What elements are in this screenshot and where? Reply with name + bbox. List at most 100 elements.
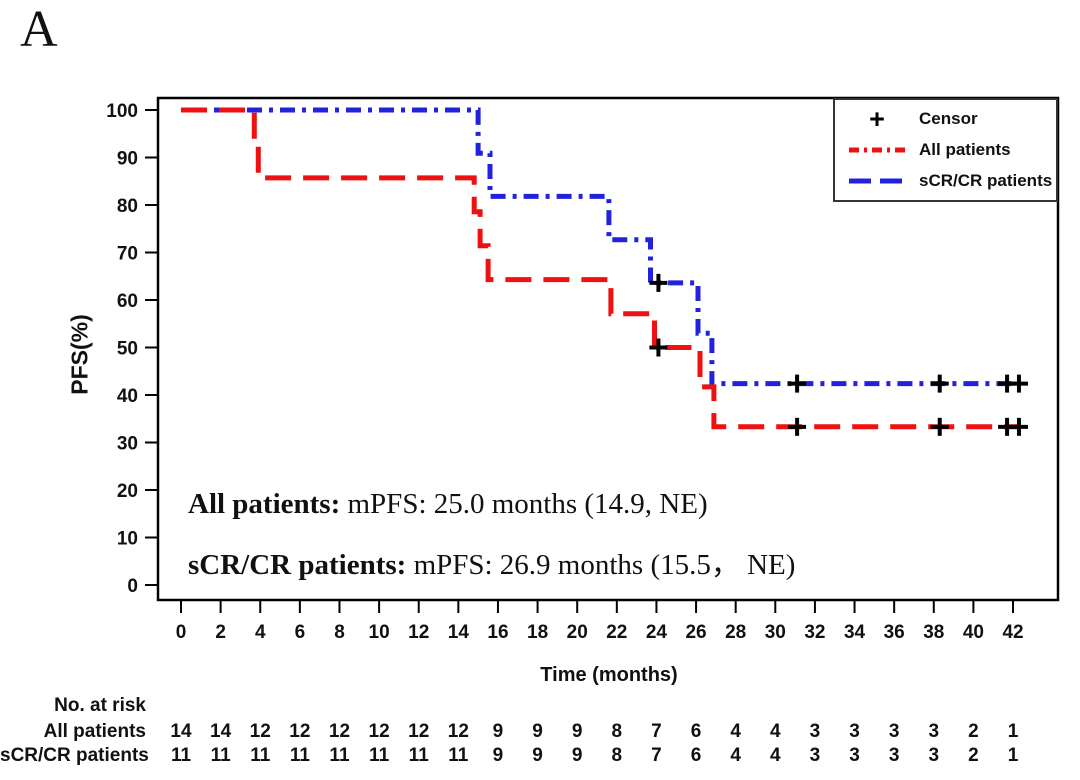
- x-tick-label: 10: [369, 622, 390, 643]
- annotation-scrcr-patients: sCR/CR patients: mPFS: 26.9 months (15.5…: [188, 551, 795, 580]
- x-tick-label: 4: [255, 622, 266, 643]
- censor-mark: [649, 338, 668, 357]
- risk-count: 3: [809, 721, 821, 742]
- risk-count: 11: [250, 745, 271, 766]
- x-tick-label: 16: [487, 622, 508, 643]
- risk-count: 8: [611, 721, 623, 742]
- censor-mark: [788, 374, 807, 393]
- x-tick-label: 20: [567, 622, 588, 643]
- x-tick-label: 24: [646, 622, 668, 643]
- x-tick-label: 28: [725, 622, 746, 643]
- y-tick-label: 10: [117, 529, 138, 550]
- x-tick-label: 18: [527, 622, 548, 643]
- risk-count: 2: [968, 721, 979, 742]
- y-axis-title: PFS(%): [66, 314, 93, 395]
- risk-count: 6: [690, 721, 702, 742]
- y-tick-label: 20: [117, 481, 138, 502]
- risk-row-label-all-patients: All patients: [43, 721, 146, 742]
- y-tick-label: 0: [127, 576, 138, 597]
- curve-all-patients: [181, 107, 1021, 430]
- legend-item-scrcr-patients: sCR/CR patients: [847, 167, 1056, 195]
- y-tick-label: 30: [117, 434, 138, 455]
- legend-item-censor: + Censor: [847, 105, 1056, 133]
- x-tick-label: 30: [765, 622, 786, 643]
- x-tick-label: 0: [176, 622, 187, 643]
- risk-count: 12: [289, 721, 311, 742]
- risk-count: 9: [492, 721, 504, 742]
- y-tick-label: 90: [117, 149, 138, 170]
- curve-scr-cr-patients: [181, 107, 1021, 387]
- risk-count: 1: [1007, 745, 1019, 766]
- legend-label-censor: Censor: [919, 109, 978, 128]
- risk-count: 4: [770, 721, 781, 742]
- legend: + Censor All patients sCR/CR patients: [833, 98, 1058, 202]
- x-axis-title: Time (months): [540, 664, 678, 686]
- x-tick-label: 38: [923, 622, 944, 643]
- annotation-all-patients: All patients: mPFS: 25.0 months (14.9, N…: [188, 490, 708, 519]
- risk-count: 3: [849, 721, 860, 742]
- all-patients-line-icon: [847, 146, 907, 154]
- risk-count: 4: [730, 745, 741, 766]
- risk-count: 3: [888, 721, 900, 742]
- risk-count: 3: [849, 745, 860, 766]
- risk-count: 12: [249, 721, 271, 742]
- x-tick-label: 2: [215, 622, 226, 643]
- risk-count: 11: [329, 745, 350, 766]
- annotation-scrcr-patients-bold: sCR/CR patients:: [188, 549, 407, 581]
- risk-count: 12: [408, 721, 430, 742]
- risk-count: 14: [210, 721, 232, 742]
- risk-table-header: No. at risk: [54, 695, 146, 716]
- risk-count: 9: [532, 745, 543, 766]
- y-tick-label: 70: [117, 244, 138, 265]
- risk-count: 3: [809, 745, 821, 766]
- risk-count: 11: [448, 745, 469, 766]
- x-tick-label: 40: [963, 622, 984, 643]
- censor-plus-icon: +: [869, 104, 885, 134]
- x-tick-label: 8: [334, 622, 345, 643]
- y-tick-label: 60: [117, 291, 138, 312]
- risk-count: 12: [368, 721, 390, 742]
- risk-count: 14: [170, 721, 192, 742]
- risk-count: 2: [968, 745, 979, 766]
- y-tick-label: 50: [117, 339, 138, 360]
- risk-count: 11: [289, 745, 310, 766]
- annotation-all-patients-text: mPFS: 25.0 months (14.9, NE): [340, 488, 708, 520]
- risk-count: 9: [571, 721, 583, 742]
- risk-count: 9: [492, 745, 504, 766]
- annotation-scrcr-patients-text: mPFS: 26.9 months (15.5， NE): [406, 549, 796, 581]
- censor-mark: [930, 374, 949, 393]
- censor-mark: [1009, 374, 1028, 393]
- x-tick-label: 12: [408, 622, 429, 643]
- x-tick-label: 32: [804, 622, 825, 643]
- x-tick-label: 42: [1002, 622, 1023, 643]
- risk-count: 4: [730, 721, 741, 742]
- risk-count: 8: [611, 745, 623, 766]
- x-tick-label: 14: [448, 622, 470, 643]
- annotation-all-patients-bold: All patients:: [188, 488, 341, 520]
- x-tick-label: 34: [844, 622, 866, 643]
- risk-count: 11: [170, 745, 192, 766]
- scrcr-patients-line-icon: [847, 177, 907, 185]
- x-tick-label: 26: [685, 622, 706, 643]
- risk-count: 3: [928, 721, 940, 742]
- risk-count: 11: [408, 745, 429, 766]
- risk-count: 4: [770, 745, 781, 766]
- risk-count: 3: [888, 745, 900, 766]
- risk-count: 11: [369, 745, 390, 766]
- risk-count: 1: [1007, 721, 1019, 742]
- plot-border: [156, 96, 1060, 602]
- legend-label-scrcr-patients: sCR/CR patients: [919, 171, 1053, 190]
- x-tick-label: 6: [295, 622, 306, 643]
- censor-mark: [1009, 417, 1028, 436]
- censor-mark: [788, 417, 807, 436]
- risk-count: 7: [651, 745, 662, 766]
- risk-count: 9: [532, 721, 543, 742]
- risk-count: 12: [447, 721, 469, 742]
- risk-count: 7: [651, 721, 662, 742]
- risk-count: 6: [690, 745, 702, 766]
- risk-row-label-scrcr-patients: sCR/CR patients: [0, 745, 149, 766]
- censor-mark: [649, 273, 668, 292]
- risk-count: 12: [328, 721, 351, 742]
- y-tick-label: 80: [117, 196, 138, 217]
